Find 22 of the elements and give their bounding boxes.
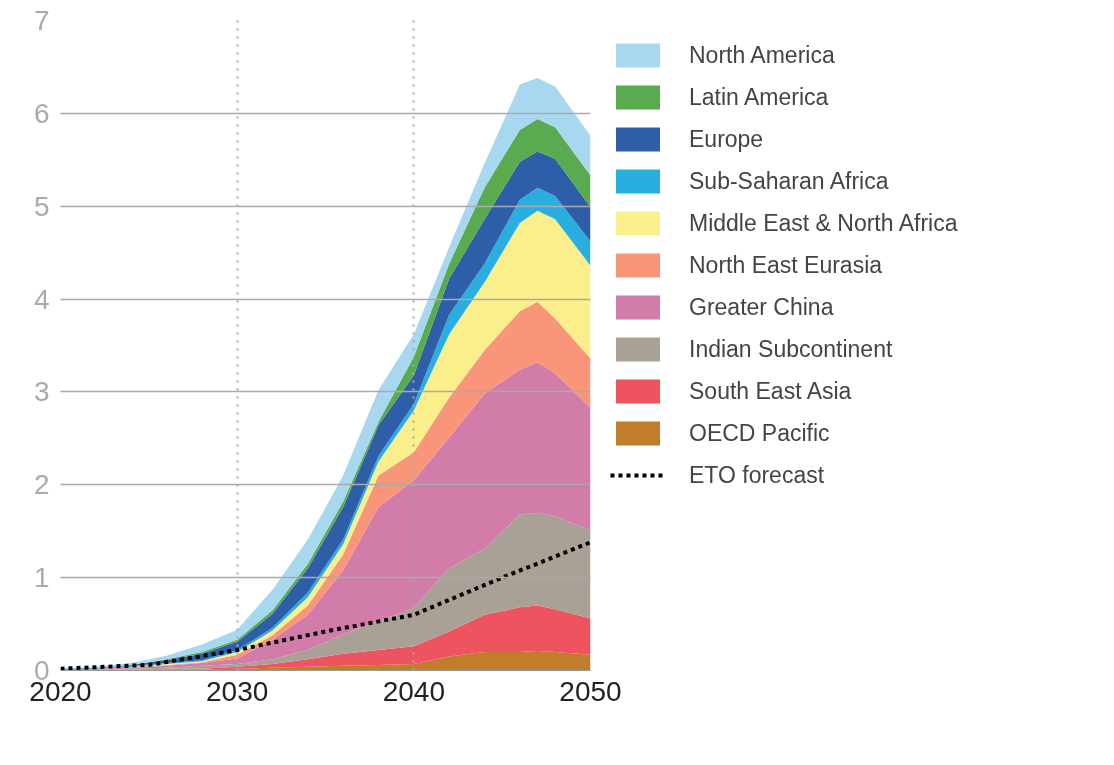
line-series <box>60 540 591 671</box>
legend-label: Middle East & North Africa <box>689 209 958 237</box>
legend-label: North East Eurasia <box>689 251 883 279</box>
y-tick-label: 2 <box>33 469 50 501</box>
y-tick-label: 6 <box>33 97 50 129</box>
legend-label: ETO forecast <box>689 461 825 489</box>
y-tick-label: 5 <box>33 190 50 222</box>
legend-label: South East Asia <box>689 377 852 405</box>
legend-label: OECD Pacific <box>689 419 830 447</box>
y-tick-label: 7 <box>33 5 50 36</box>
legend-label: Latin America <box>689 83 829 111</box>
x-tick-label: 2030 <box>206 675 269 707</box>
x-tick-label: 2040 <box>382 675 445 707</box>
legend-label: North America <box>689 41 835 69</box>
y-tick-label: 4 <box>33 283 50 315</box>
legend-label: Greater China <box>689 293 834 321</box>
y-tick-label: 1 <box>33 562 50 594</box>
x-tick-label: 2050 <box>559 675 622 707</box>
legend-label: Sub-Saharan Africa <box>689 167 889 195</box>
legend-label: Europe <box>689 125 764 153</box>
y-tick-label: 3 <box>33 376 50 408</box>
legend-label: Indian Subcontinent <box>689 335 893 363</box>
